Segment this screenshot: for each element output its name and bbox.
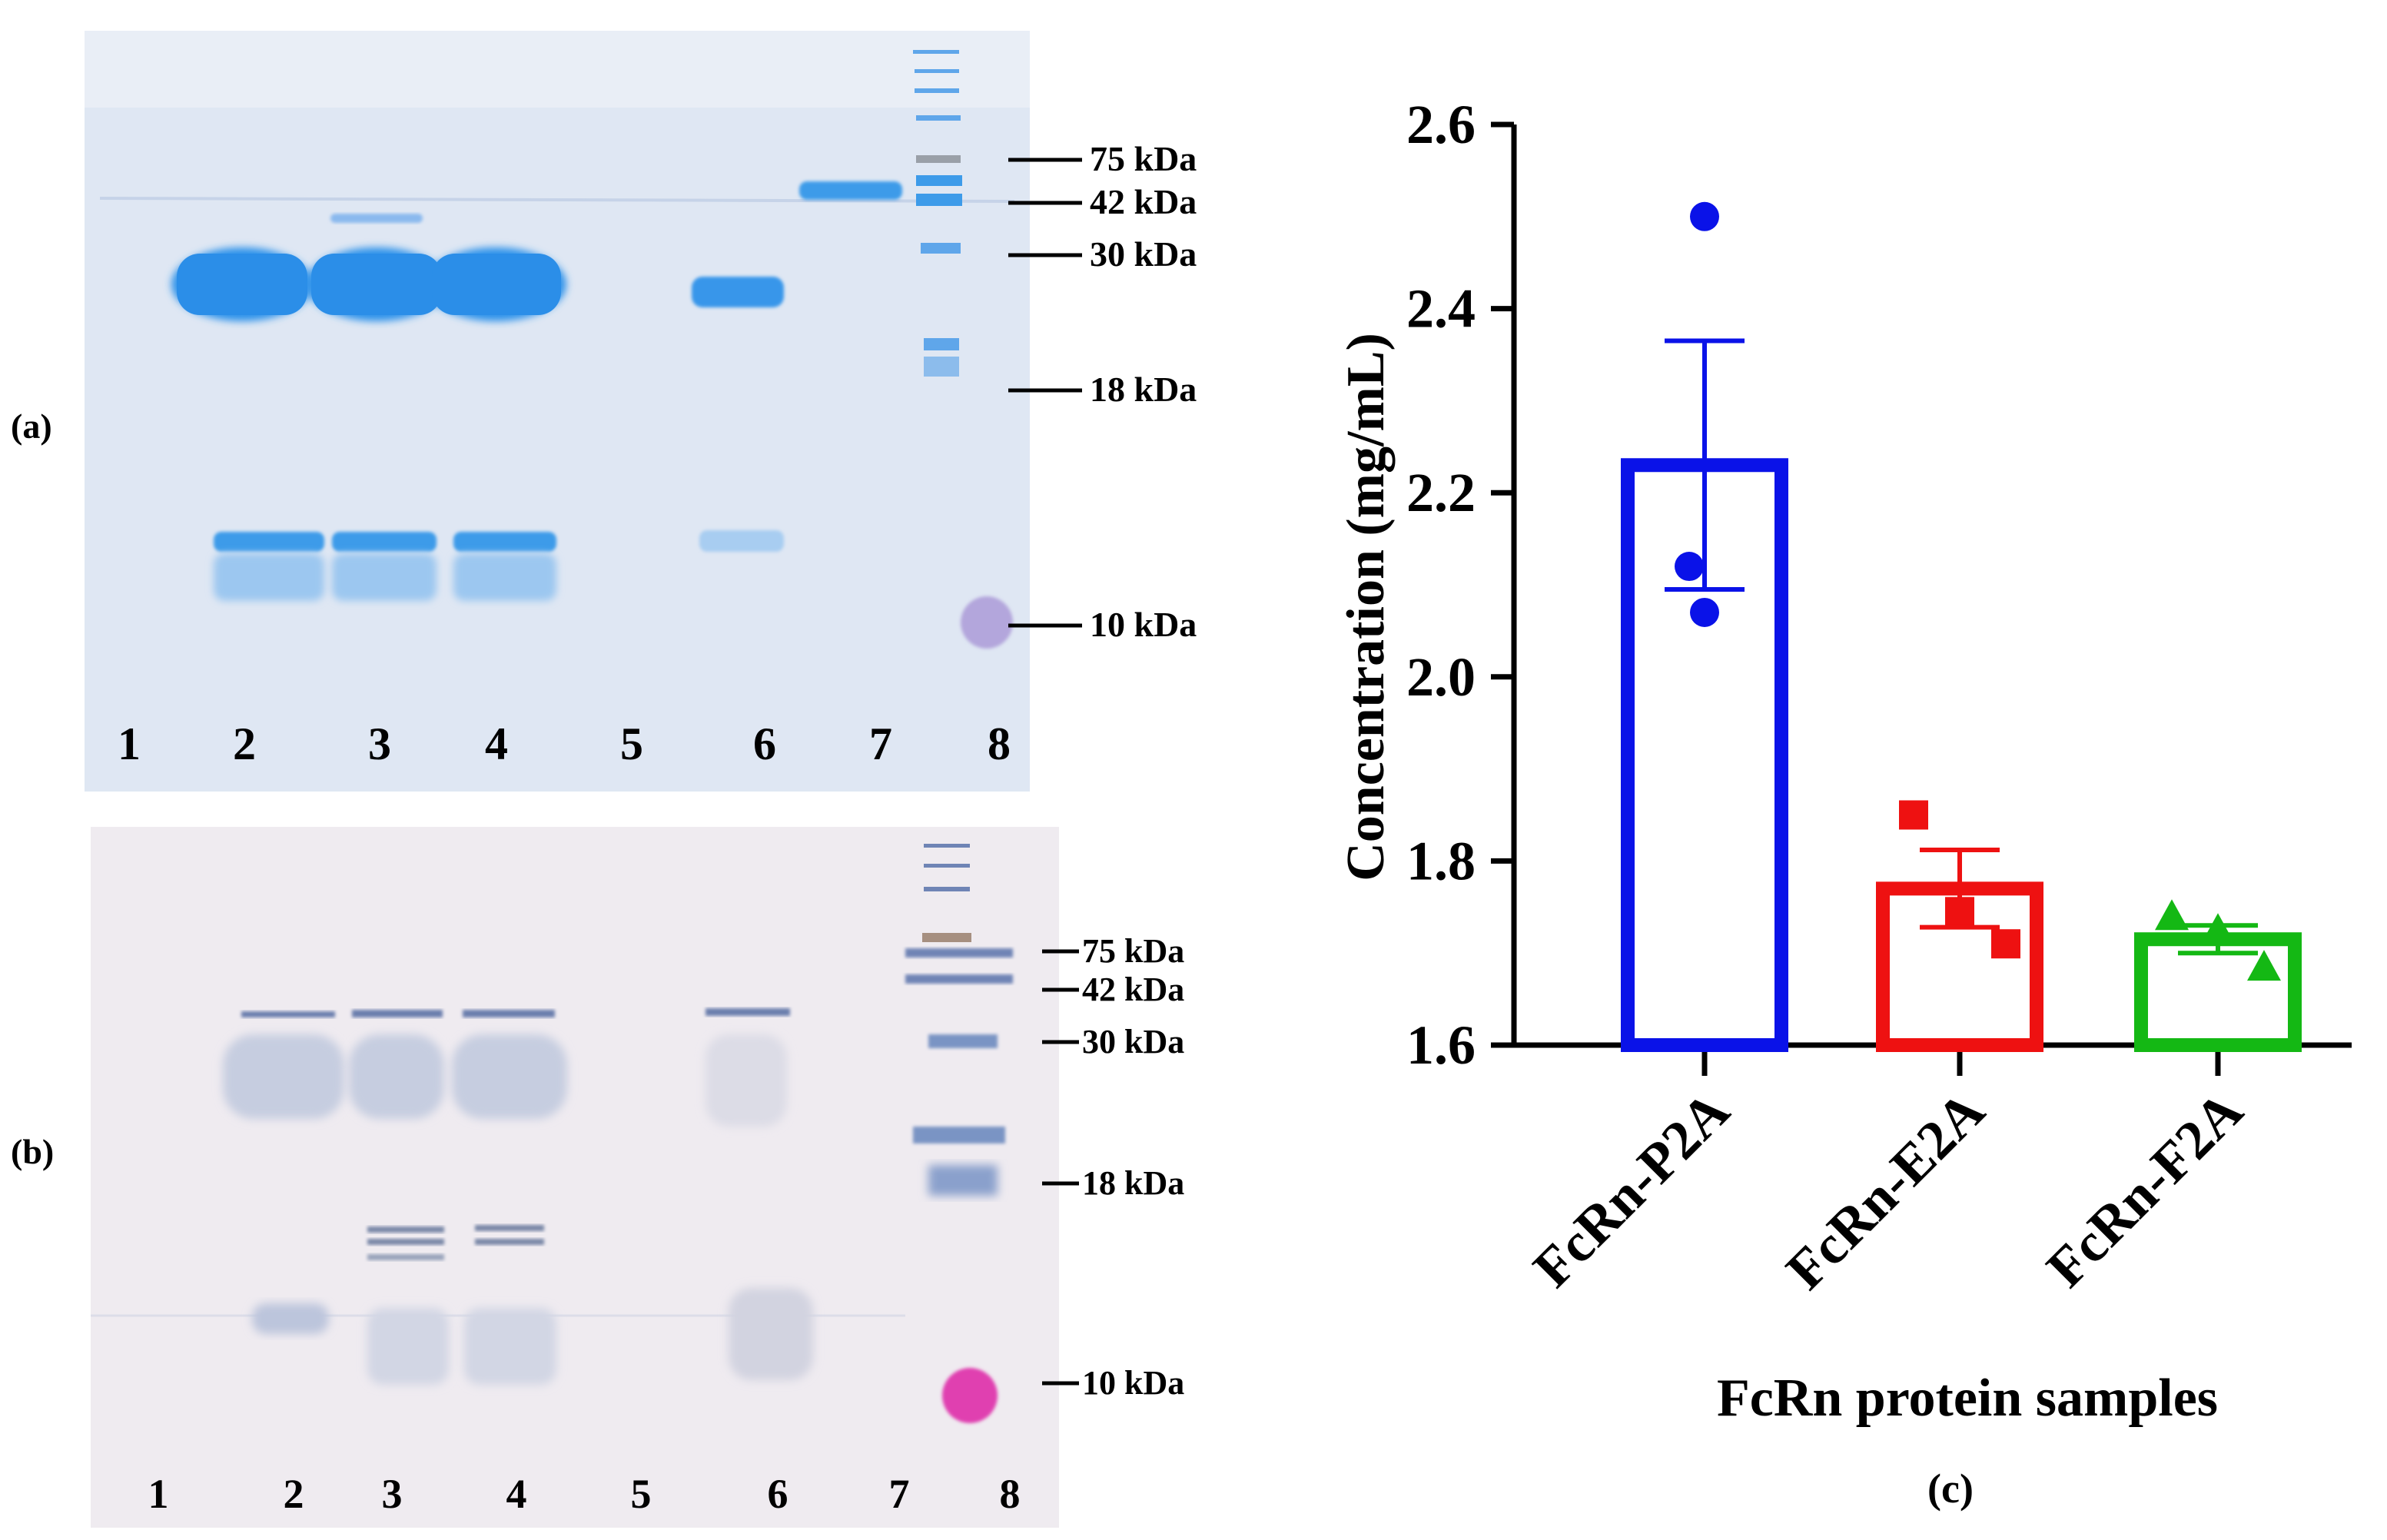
gel-a-band	[453, 532, 556, 552]
gel-b-band	[705, 1008, 790, 1016]
panel-c-tag: (c)	[1927, 1465, 1974, 1512]
gel-b-background	[91, 827, 1059, 1528]
gel-a-band	[332, 532, 437, 552]
gel-a-marker-30: 30 kDa	[1090, 234, 1197, 274]
gel-b-marker-ticks	[1042, 949, 1079, 1386]
gel-a-band	[799, 181, 902, 200]
gel-a-band	[692, 277, 784, 307]
gel-a-marker-42: 42 kDa	[1090, 182, 1197, 221]
gel-b-band	[252, 1303, 329, 1334]
gel-b-lane-label: 8	[1000, 1471, 1021, 1517]
panel-a-tag: (a)	[11, 407, 52, 446]
data-point	[1675, 552, 1704, 582]
gel-b-lane-label: 3	[382, 1471, 403, 1517]
gel-b-marker-10: 10 kDa	[1082, 1364, 1185, 1402]
gel-b-band	[464, 1308, 556, 1385]
gel-b-band	[729, 1288, 813, 1380]
gel-a-lane-labels: 1 2 3 4 5 6 7 8	[118, 719, 1011, 769]
gel-a: 1 2 3 4 5 6 7 8	[85, 31, 1030, 792]
gel-a-lane-label: 1	[118, 719, 141, 769]
y-tick-label: 2.6	[1406, 94, 1476, 155]
gel-b-lane-label: 7	[889, 1471, 910, 1517]
data-point	[2247, 950, 2281, 981]
gel-a-band	[214, 532, 324, 552]
y-axis-label: Concentration (mg/mL)	[1336, 333, 1396, 881]
gel-b-band	[352, 1010, 443, 1017]
gel-b-marker-42: 42 kDa	[1082, 971, 1185, 1008]
gel-a-lane-label: 4	[485, 719, 508, 769]
gel-a-lane-label: 7	[869, 719, 892, 769]
x-tick-label: FcRn-P2A	[1522, 1080, 1741, 1299]
gel-a-marker-75: 75 kDa	[1090, 139, 1197, 178]
gel-b-band	[367, 1308, 449, 1385]
data-point	[1991, 929, 2020, 959]
x-tick-label: FcRn-F2A	[2035, 1080, 2255, 1299]
data-point	[2155, 899, 2189, 931]
y-tick-label: 2.0	[1406, 646, 1476, 708]
gel-a-ladder	[913, 50, 1013, 649]
data-point	[1899, 800, 1928, 830]
gel-a-lane-label: 3	[368, 719, 391, 769]
gel-a-marker-ticks	[1008, 158, 1082, 628]
gel-b-marker-30: 30 kDa	[1082, 1023, 1185, 1060]
gel-b-lane-label: 4	[506, 1471, 527, 1517]
gel-b-band	[241, 1011, 335, 1017]
gel-b-band	[452, 1034, 567, 1119]
gel-a-marker-10: 10 kDa	[1090, 605, 1197, 644]
gel-b-marker-18: 18 kDa	[1082, 1164, 1185, 1202]
gel-b-lane-label: 5	[631, 1471, 652, 1517]
gel-a-marker-18: 18 kDa	[1090, 370, 1197, 409]
y-tick-label: 2.4	[1406, 278, 1476, 340]
gel-b-lane-label: 1	[148, 1471, 169, 1517]
gel-b-lane-labels: 1 2 3 4 5 6 7 8	[148, 1471, 1021, 1517]
gel-a-lane-label: 6	[753, 719, 776, 769]
x-axis-label: FcRn protein samples	[1717, 1369, 2218, 1428]
panel-b-tag: (b)	[11, 1132, 55, 1171]
gel-b-band	[349, 1034, 444, 1119]
gel-b-lane-label: 6	[768, 1471, 788, 1517]
gel-a-background	[85, 31, 1030, 792]
data-point	[1690, 597, 1719, 627]
gel-a-lane-label: 2	[233, 719, 256, 769]
gel-b-ladder	[905, 844, 1013, 1423]
y-tick-label: 1.6	[1406, 1014, 1476, 1076]
data-point	[1690, 201, 1719, 231]
gel-b-lane-label: 2	[284, 1471, 304, 1517]
gel-a-lane-label: 5	[620, 719, 643, 769]
gel-b-marker-75: 75 kDa	[1082, 932, 1185, 970]
y-tick-label: 1.8	[1406, 830, 1476, 891]
gel-b-band	[223, 1034, 344, 1119]
gel-b-band	[463, 1010, 555, 1017]
concentration-chart: 1.6 1.8 2.0 2.2 2.4 2.6 FcRn-P2A FcRn-E2A FcRn-F…	[1336, 94, 2352, 1512]
x-tick-label: FcRn-E2A	[1774, 1080, 1996, 1301]
gel-b: 1 2 3 4 5 6 7 8	[91, 827, 1059, 1528]
gel-a-lane-label: 8	[988, 719, 1011, 769]
y-tick-label: 2.2	[1406, 462, 1476, 523]
